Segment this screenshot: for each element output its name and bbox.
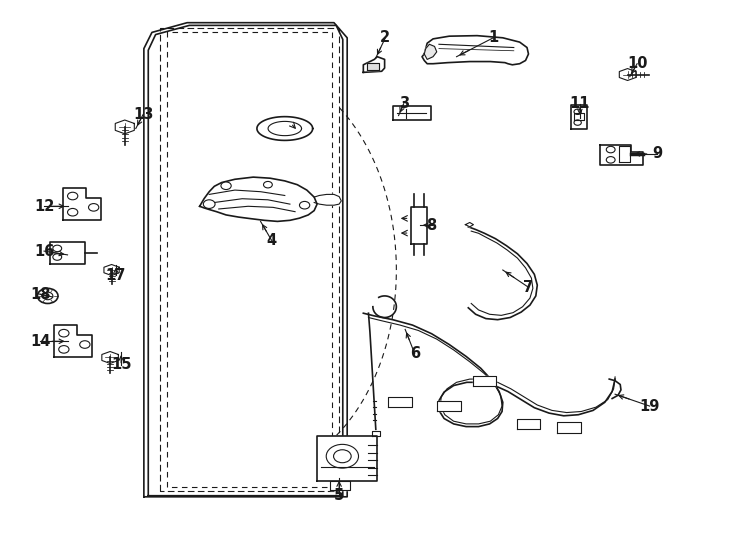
Circle shape bbox=[53, 245, 62, 252]
Polygon shape bbox=[317, 436, 377, 481]
Polygon shape bbox=[437, 401, 461, 411]
Circle shape bbox=[43, 292, 53, 300]
Polygon shape bbox=[102, 352, 118, 363]
Circle shape bbox=[333, 450, 351, 463]
Circle shape bbox=[68, 192, 78, 200]
Polygon shape bbox=[424, 44, 437, 59]
Text: 18: 18 bbox=[30, 287, 51, 302]
Polygon shape bbox=[517, 418, 540, 429]
Circle shape bbox=[574, 120, 581, 125]
Circle shape bbox=[37, 288, 58, 303]
Text: 17: 17 bbox=[106, 268, 126, 283]
Text: 7: 7 bbox=[523, 280, 534, 295]
Circle shape bbox=[59, 329, 69, 337]
Polygon shape bbox=[465, 222, 473, 227]
Circle shape bbox=[203, 200, 215, 208]
Polygon shape bbox=[104, 265, 119, 275]
Text: 15: 15 bbox=[111, 357, 131, 372]
Text: 12: 12 bbox=[34, 199, 54, 214]
Polygon shape bbox=[115, 120, 134, 134]
Circle shape bbox=[68, 208, 78, 216]
Text: 13: 13 bbox=[133, 107, 153, 122]
Polygon shape bbox=[363, 57, 385, 72]
Text: 11: 11 bbox=[570, 96, 590, 111]
Circle shape bbox=[53, 254, 62, 260]
Polygon shape bbox=[422, 36, 528, 65]
Circle shape bbox=[606, 157, 615, 163]
Circle shape bbox=[326, 444, 358, 468]
Text: 19: 19 bbox=[639, 399, 660, 414]
Text: 9: 9 bbox=[652, 146, 662, 161]
Circle shape bbox=[299, 201, 310, 209]
Circle shape bbox=[264, 181, 272, 188]
Circle shape bbox=[574, 109, 581, 114]
Text: 5: 5 bbox=[334, 488, 344, 503]
Polygon shape bbox=[619, 69, 636, 80]
Text: 14: 14 bbox=[30, 334, 51, 349]
Circle shape bbox=[59, 346, 69, 353]
Text: 16: 16 bbox=[34, 244, 54, 259]
Circle shape bbox=[80, 341, 90, 348]
Polygon shape bbox=[367, 63, 379, 70]
Circle shape bbox=[221, 182, 231, 190]
Polygon shape bbox=[372, 431, 380, 436]
Text: 10: 10 bbox=[627, 56, 647, 71]
Polygon shape bbox=[200, 177, 317, 221]
Polygon shape bbox=[330, 481, 350, 490]
Polygon shape bbox=[257, 117, 313, 140]
Text: 2: 2 bbox=[380, 30, 390, 45]
Text: 4: 4 bbox=[266, 233, 277, 248]
Text: 8: 8 bbox=[426, 218, 437, 233]
Text: 3: 3 bbox=[399, 96, 409, 111]
Polygon shape bbox=[393, 106, 431, 120]
Polygon shape bbox=[54, 325, 92, 357]
Polygon shape bbox=[388, 397, 412, 408]
Text: 6: 6 bbox=[410, 346, 420, 361]
Polygon shape bbox=[557, 422, 581, 433]
Text: 1: 1 bbox=[488, 30, 498, 45]
Circle shape bbox=[606, 146, 615, 153]
Polygon shape bbox=[314, 194, 341, 205]
Circle shape bbox=[89, 204, 99, 211]
Polygon shape bbox=[63, 188, 101, 220]
Polygon shape bbox=[600, 145, 643, 165]
Polygon shape bbox=[571, 105, 587, 129]
Polygon shape bbox=[50, 242, 85, 264]
Polygon shape bbox=[473, 375, 496, 386]
